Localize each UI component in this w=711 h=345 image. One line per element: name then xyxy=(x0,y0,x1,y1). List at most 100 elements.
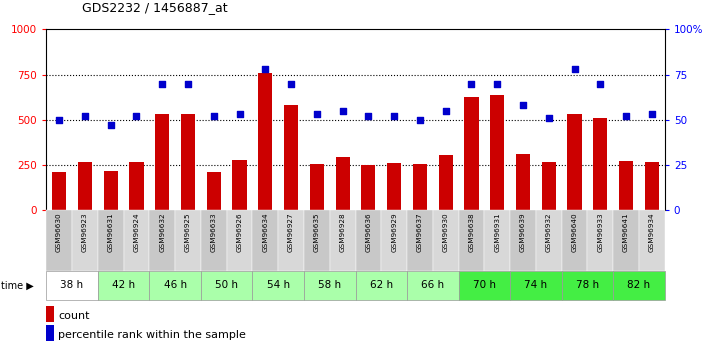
Bar xyxy=(284,105,298,210)
Text: GSM96640: GSM96640 xyxy=(572,212,577,252)
Text: GSM96927: GSM96927 xyxy=(288,212,294,252)
Bar xyxy=(149,210,175,271)
Point xyxy=(105,122,117,128)
Text: GSM96638: GSM96638 xyxy=(469,212,474,252)
Text: GSM96632: GSM96632 xyxy=(159,212,165,252)
Bar xyxy=(433,210,459,271)
Point xyxy=(594,81,606,86)
Bar xyxy=(619,161,634,210)
Point xyxy=(208,114,220,119)
Bar xyxy=(567,115,582,210)
Text: GSM96631: GSM96631 xyxy=(107,212,114,252)
Text: GSM96928: GSM96928 xyxy=(340,212,346,252)
Text: 42 h: 42 h xyxy=(112,280,135,290)
Text: GDS2232 / 1456887_at: GDS2232 / 1456887_at xyxy=(82,1,228,14)
Bar xyxy=(516,154,530,210)
Bar xyxy=(593,118,607,210)
Text: 54 h: 54 h xyxy=(267,280,290,290)
Bar xyxy=(407,210,433,271)
Bar xyxy=(46,210,72,271)
Point xyxy=(311,112,323,117)
Point xyxy=(466,81,477,86)
Point xyxy=(234,112,245,117)
Bar xyxy=(175,210,201,271)
Bar xyxy=(278,210,304,271)
Bar xyxy=(645,161,659,210)
Point xyxy=(182,81,193,86)
Bar xyxy=(407,271,459,300)
Point xyxy=(569,66,580,72)
Bar xyxy=(252,210,278,271)
Bar xyxy=(98,271,149,300)
Bar xyxy=(459,271,510,300)
Text: GSM96634: GSM96634 xyxy=(262,212,268,252)
Bar xyxy=(252,271,304,300)
Point xyxy=(285,81,296,86)
Text: 62 h: 62 h xyxy=(370,280,393,290)
Text: count: count xyxy=(58,311,90,321)
Text: GSM96635: GSM96635 xyxy=(314,212,320,252)
Text: GSM96924: GSM96924 xyxy=(134,212,139,252)
Text: 58 h: 58 h xyxy=(318,280,341,290)
Bar xyxy=(98,210,124,271)
Bar xyxy=(52,172,66,210)
Bar xyxy=(46,306,54,322)
Bar xyxy=(587,210,613,271)
Point xyxy=(53,117,65,122)
Text: GSM96934: GSM96934 xyxy=(649,212,655,252)
Bar xyxy=(542,162,556,210)
Text: 46 h: 46 h xyxy=(164,280,187,290)
Bar xyxy=(613,271,665,300)
Text: time ▶: time ▶ xyxy=(1,280,33,290)
Text: 74 h: 74 h xyxy=(524,280,547,290)
Text: GSM96633: GSM96633 xyxy=(210,212,217,252)
Bar xyxy=(46,325,54,341)
Bar xyxy=(77,162,92,210)
Bar xyxy=(562,271,614,300)
Text: GSM96641: GSM96641 xyxy=(623,212,629,252)
Point xyxy=(131,114,142,119)
Text: GSM96930: GSM96930 xyxy=(443,212,449,252)
Point xyxy=(363,114,374,119)
Text: GSM96639: GSM96639 xyxy=(520,212,526,252)
Text: GSM96636: GSM96636 xyxy=(365,212,371,252)
Bar xyxy=(381,210,407,271)
Bar xyxy=(207,172,221,210)
Bar xyxy=(361,165,375,210)
Text: GSM96923: GSM96923 xyxy=(82,212,88,252)
Bar xyxy=(258,73,272,210)
Bar xyxy=(330,210,356,271)
Bar xyxy=(356,271,407,300)
Bar xyxy=(310,164,324,210)
Point xyxy=(156,81,168,86)
Bar xyxy=(639,210,665,271)
Point xyxy=(415,117,426,122)
Bar xyxy=(536,210,562,271)
Bar xyxy=(181,114,195,210)
Bar xyxy=(356,210,381,271)
Text: 66 h: 66 h xyxy=(421,280,444,290)
Point xyxy=(543,115,555,121)
Bar xyxy=(149,271,201,300)
Text: GSM96925: GSM96925 xyxy=(185,212,191,252)
Text: GSM96926: GSM96926 xyxy=(237,212,242,252)
Bar xyxy=(387,163,401,210)
Point xyxy=(646,112,658,117)
Point xyxy=(621,114,632,119)
Point xyxy=(388,114,400,119)
Bar xyxy=(336,157,350,210)
Text: GSM96933: GSM96933 xyxy=(597,212,604,252)
Bar xyxy=(201,271,252,300)
Point xyxy=(79,114,90,119)
Text: percentile rank within the sample: percentile rank within the sample xyxy=(58,330,246,340)
Text: GSM96637: GSM96637 xyxy=(417,212,423,252)
Point xyxy=(260,66,271,72)
Bar xyxy=(304,271,356,300)
Bar xyxy=(459,210,484,271)
Text: 82 h: 82 h xyxy=(627,280,651,290)
Bar xyxy=(613,210,639,271)
Bar xyxy=(413,164,427,210)
Bar xyxy=(510,271,562,300)
Text: GSM96932: GSM96932 xyxy=(546,212,552,252)
Text: GSM96929: GSM96929 xyxy=(391,212,397,252)
